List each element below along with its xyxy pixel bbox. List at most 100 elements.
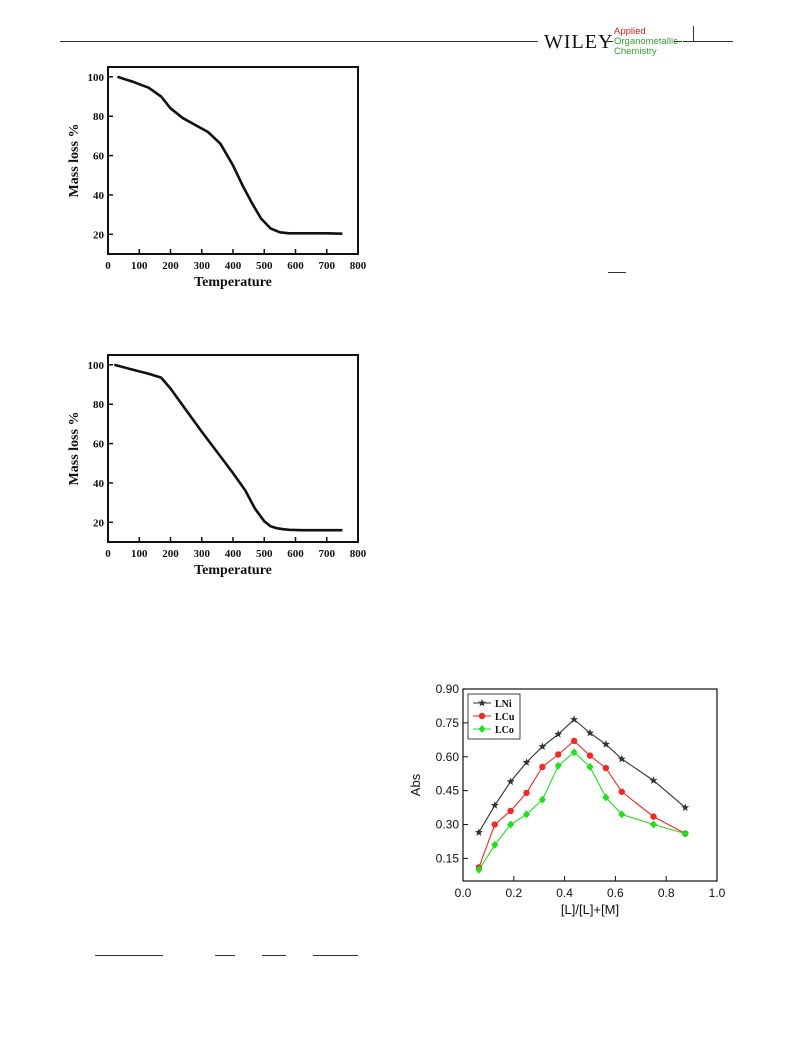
- x-tick-label: 600: [287, 548, 304, 560]
- footnote-rule: [608, 272, 626, 273]
- data-point-lco: [522, 810, 531, 819]
- x-tick-label: 600: [287, 260, 304, 272]
- data-point-lcu: [555, 751, 562, 758]
- data-point-lcu: [491, 821, 498, 828]
- data-point-lcu: [539, 763, 546, 771]
- data-point-lco: [586, 762, 594, 771]
- y-tick-label: 100: [88, 72, 105, 84]
- journal-logo: Applied Organometallic Chemistry: [614, 27, 678, 57]
- x-tick-label: 100: [131, 260, 148, 272]
- data-point-lni: [586, 728, 594, 737]
- header-rule: [683, 41, 733, 42]
- x-tick-label: 300: [194, 260, 211, 272]
- data-point-lcu: [602, 764, 610, 772]
- x-tick-label: 0: [105, 548, 111, 560]
- data-point-lcu: [507, 807, 514, 815]
- legend-label: LNi: [495, 699, 512, 710]
- data-point-lcu: [618, 788, 625, 795]
- x-tick-label: 200: [162, 548, 179, 560]
- y-tick-label: 40: [93, 478, 105, 490]
- job-plot-chart: 0.0 0.2 0.4 0.6 0.8 1.0 0.15 0.30 0.45 0.60 0.75 0.…: [408, 682, 726, 917]
- plot-frame: [107, 354, 359, 543]
- y-tick-label: 60: [93, 439, 105, 451]
- footnote-rule: [95, 955, 163, 956]
- y-tick-label: 20: [93, 229, 105, 241]
- data-point-lni: [570, 715, 579, 723]
- header-dash: [605, 41, 613, 42]
- y-tick-label: 0.60: [436, 750, 460, 764]
- journal-line-3: Chemistry: [614, 46, 657, 57]
- data-point-lcu: [523, 789, 530, 797]
- data-point-lco: [602, 793, 610, 802]
- x-tick-label: 400: [225, 548, 242, 560]
- x-tick-label: 400: [225, 260, 242, 272]
- data-point-lco: [681, 829, 689, 838]
- x-axis-label: [L]/[L]+[M]: [561, 902, 619, 917]
- data-point-lni: [649, 776, 658, 784]
- data-point-lni: [601, 740, 610, 748]
- mass-loss-curve: [117, 75, 343, 235]
- x-tick-label: 1.0: [709, 886, 726, 900]
- data-point-lco: [649, 820, 658, 829]
- x-tick-label: 0: [105, 260, 111, 272]
- y-tick-label: 0.90: [436, 682, 460, 696]
- legend-marker: [478, 698, 486, 707]
- data-point-lco: [554, 761, 562, 770]
- data-point-lni: [538, 742, 547, 750]
- y-tick-label: 40: [93, 190, 105, 202]
- header-rule: [60, 41, 538, 42]
- tga-chart-1: 0 100 200 300 400 500 600 700 800 20 40 60 80 100 Temp…: [67, 66, 367, 290]
- header-tick: [693, 26, 694, 41]
- x-tick-label: 0.6: [607, 886, 624, 900]
- y-tick-label: 0.45: [436, 784, 460, 798]
- data-point-lcu: [570, 737, 578, 745]
- legend-label: LCo: [495, 725, 514, 736]
- x-tick-label: 300: [194, 548, 211, 560]
- plot-frame: [107, 66, 359, 255]
- header-dash: [674, 41, 682, 42]
- series-line-lcu: [478, 740, 686, 868]
- journal-line-1: Applied: [614, 26, 646, 37]
- data-point-lco: [507, 820, 515, 829]
- y-axis-label: Abs: [408, 773, 423, 796]
- data-point-lni: [506, 777, 515, 785]
- data-point-lni: [522, 758, 531, 766]
- x-tick-label: 0.0: [455, 886, 472, 900]
- data-point-lni: [554, 730, 563, 738]
- x-tick-label: 200: [162, 260, 179, 272]
- x-tick-label: 100: [131, 548, 148, 560]
- y-tick-label: 60: [93, 151, 105, 163]
- y-axis-label: Mass loss %: [67, 124, 82, 198]
- x-tick-label: 800: [350, 548, 367, 560]
- x-axis-label: Temperature: [194, 563, 272, 578]
- y-tick-label: 0.75: [436, 716, 460, 730]
- tga-chart-2: 0 100 200 300 400 500 600 700 800 20 40 60 80 100 Temp…: [67, 354, 367, 578]
- x-tick-label: 700: [319, 260, 336, 272]
- x-axis-label: Temperature: [194, 275, 272, 290]
- y-axis-label: Mass loss %: [67, 412, 82, 486]
- y-tick-label: 0.30: [436, 818, 460, 832]
- legend-marker: [478, 725, 486, 733]
- y-tick-label: 20: [93, 517, 105, 529]
- legend-marker: [478, 712, 486, 720]
- y-tick-label: 80: [93, 399, 105, 411]
- mass-loss-curve: [113, 363, 343, 532]
- y-tick-label: 0.15: [436, 851, 460, 865]
- data-point-lco: [475, 865, 483, 874]
- journal-line-2: Organometallic: [614, 36, 678, 47]
- publisher-logo: WILEY: [544, 31, 614, 53]
- y-tick-label: 100: [88, 360, 105, 372]
- y-tick-label: 80: [93, 111, 105, 123]
- data-point-lcu: [650, 813, 657, 820]
- data-point-lcu: [586, 752, 594, 759]
- x-tick-label: 700: [319, 548, 336, 560]
- data-point-lco: [491, 840, 499, 849]
- x-tick-label: 500: [256, 548, 273, 560]
- series-line-lco: [478, 751, 686, 870]
- x-tick-label: 0.8: [658, 886, 675, 900]
- footnote-rule: [215, 955, 235, 956]
- data-point-lni: [681, 803, 690, 811]
- x-tick-label: 500: [256, 260, 273, 272]
- data-point-lco: [538, 795, 546, 804]
- data-point-lco: [570, 748, 578, 757]
